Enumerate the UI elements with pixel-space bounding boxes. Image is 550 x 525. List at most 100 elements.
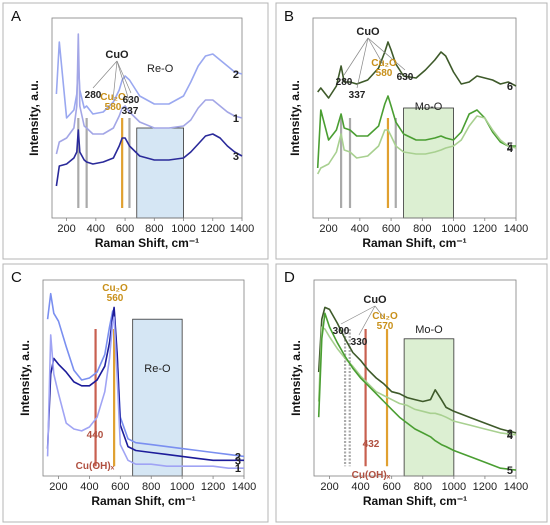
peak-label-cuo: 300 (333, 326, 350, 337)
peak-label-cuoh: Cu(OH)ₓ (352, 470, 391, 481)
x-tick-label: 400 (80, 481, 98, 493)
x-tick-label: 400 (351, 481, 369, 493)
series-line (55, 129, 243, 187)
peak-label-cu2o: Cu₂O (371, 58, 397, 69)
leader-line (356, 37, 369, 89)
x-tick-label: 1200 (473, 223, 497, 235)
peak-label-cuo: 337 (349, 90, 366, 101)
series-line (46, 306, 244, 462)
x-tick-label: 400 (351, 223, 369, 235)
x-axis-title: Raman Shift, cm⁻¹ (363, 494, 467, 508)
region-label: Mo-O (415, 324, 443, 336)
series-label: 4 (507, 430, 514, 442)
x-tick-label: 600 (383, 481, 401, 493)
series-line (46, 316, 244, 469)
peak-label-cuoh: Cu(OH)ₓ (76, 461, 115, 472)
series-line (317, 306, 517, 434)
peak-label-cuoh-value: 432 (363, 439, 380, 450)
peak-label-cuo: 630 (123, 95, 140, 106)
x-tick-label: 800 (414, 481, 432, 493)
series-label: 1 (233, 113, 239, 125)
series-label: 3 (235, 455, 241, 467)
panel-frame (2, 2, 269, 260)
leader-line (343, 37, 369, 76)
leader-line (367, 37, 385, 67)
x-axis-title: Raman Shift, cm⁻¹ (362, 236, 466, 250)
leader-line (358, 305, 376, 336)
x-tick-label: 1400 (232, 481, 256, 493)
series-label: 6 (507, 81, 513, 93)
series-label: 3 (233, 151, 239, 163)
highlight-region (132, 318, 183, 477)
peak-label-cuo: 330 (351, 337, 368, 348)
series-label: 2 (235, 451, 241, 463)
peak-label-cu2o-value: 560 (107, 293, 124, 304)
leader-line (112, 60, 118, 101)
x-tick-label: 1400 (504, 223, 528, 235)
peak-label-cu2o-value: 580 (376, 68, 393, 79)
chart-panel-a: A Re-O 2 1 3 200 400 600 800 1000 1200 1400 Raman Sh… (2, 2, 269, 260)
region-label: Re-O (147, 63, 174, 75)
peak-label-cuo: 337 (122, 106, 139, 117)
x-tick-label: 1000 (171, 223, 195, 235)
peak-label-cuo: 630 (397, 72, 414, 83)
highlight-region (136, 127, 184, 219)
leader-line (116, 60, 132, 94)
panel-letter: D (284, 269, 295, 286)
group-label: CuO (356, 26, 380, 38)
group-label: CuO (363, 294, 387, 306)
panel-letter: C (11, 269, 22, 286)
x-tick-label: 600 (382, 223, 400, 235)
region-label: Re-O (144, 363, 171, 375)
series-label: 1 (235, 463, 241, 475)
series-line (55, 33, 243, 155)
x-tick-label: 1000 (442, 481, 466, 493)
y-axis-title: Intensity, a.u. (18, 340, 32, 416)
x-axis-title: Raman Shift, cm⁻¹ (95, 236, 199, 250)
region-label: Mo-O (415, 101, 443, 113)
series-label: 5 (507, 465, 513, 477)
plot-area (312, 17, 517, 219)
series-line (317, 312, 517, 471)
x-tick-label: 200 (319, 223, 337, 235)
peak-label-cu2o-value: 570 (377, 321, 394, 332)
x-tick-label: 600 (111, 481, 129, 493)
x-tick-label: 1200 (201, 481, 225, 493)
series-label: 2 (233, 69, 239, 81)
x-axis-title: Raman Shift, cm⁻¹ (91, 494, 195, 508)
x-tick-label: 200 (320, 481, 338, 493)
leader-line (116, 60, 131, 105)
peak-label-cu2o: Cu₂O (100, 92, 126, 103)
peak-label-cuoh-value: 440 (87, 430, 104, 441)
series-line (317, 41, 517, 99)
series-label: 4 (507, 143, 514, 155)
x-tick-label: 800 (413, 223, 431, 235)
highlight-region (403, 107, 454, 219)
series-line (316, 115, 517, 175)
x-tick-label: 1200 (473, 481, 497, 493)
plot-area (42, 279, 245, 477)
x-tick-label: 800 (142, 481, 160, 493)
x-tick-label: 200 (49, 481, 67, 493)
y-axis-title: Intensity, a.u. (288, 80, 302, 156)
y-axis-title: Intensity, a.u. (27, 80, 41, 156)
x-tick-label: 400 (87, 223, 105, 235)
x-tick-label: 1000 (441, 223, 465, 235)
series-line (317, 326, 517, 436)
panel-letter: A (11, 8, 21, 25)
peak-label-cu2o: Cu₂O (102, 283, 128, 294)
leader-line (340, 305, 376, 325)
x-tick-label: 1400 (230, 223, 254, 235)
leader-line (92, 60, 118, 89)
x-tick-label: 1000 (170, 481, 194, 493)
leader-line (374, 305, 386, 320)
plot-area (313, 279, 517, 477)
x-tick-label: 600 (116, 223, 134, 235)
peak-label-cuo: 280 (85, 90, 102, 101)
panel-letter: B (284, 8, 294, 25)
series-line (316, 95, 516, 169)
